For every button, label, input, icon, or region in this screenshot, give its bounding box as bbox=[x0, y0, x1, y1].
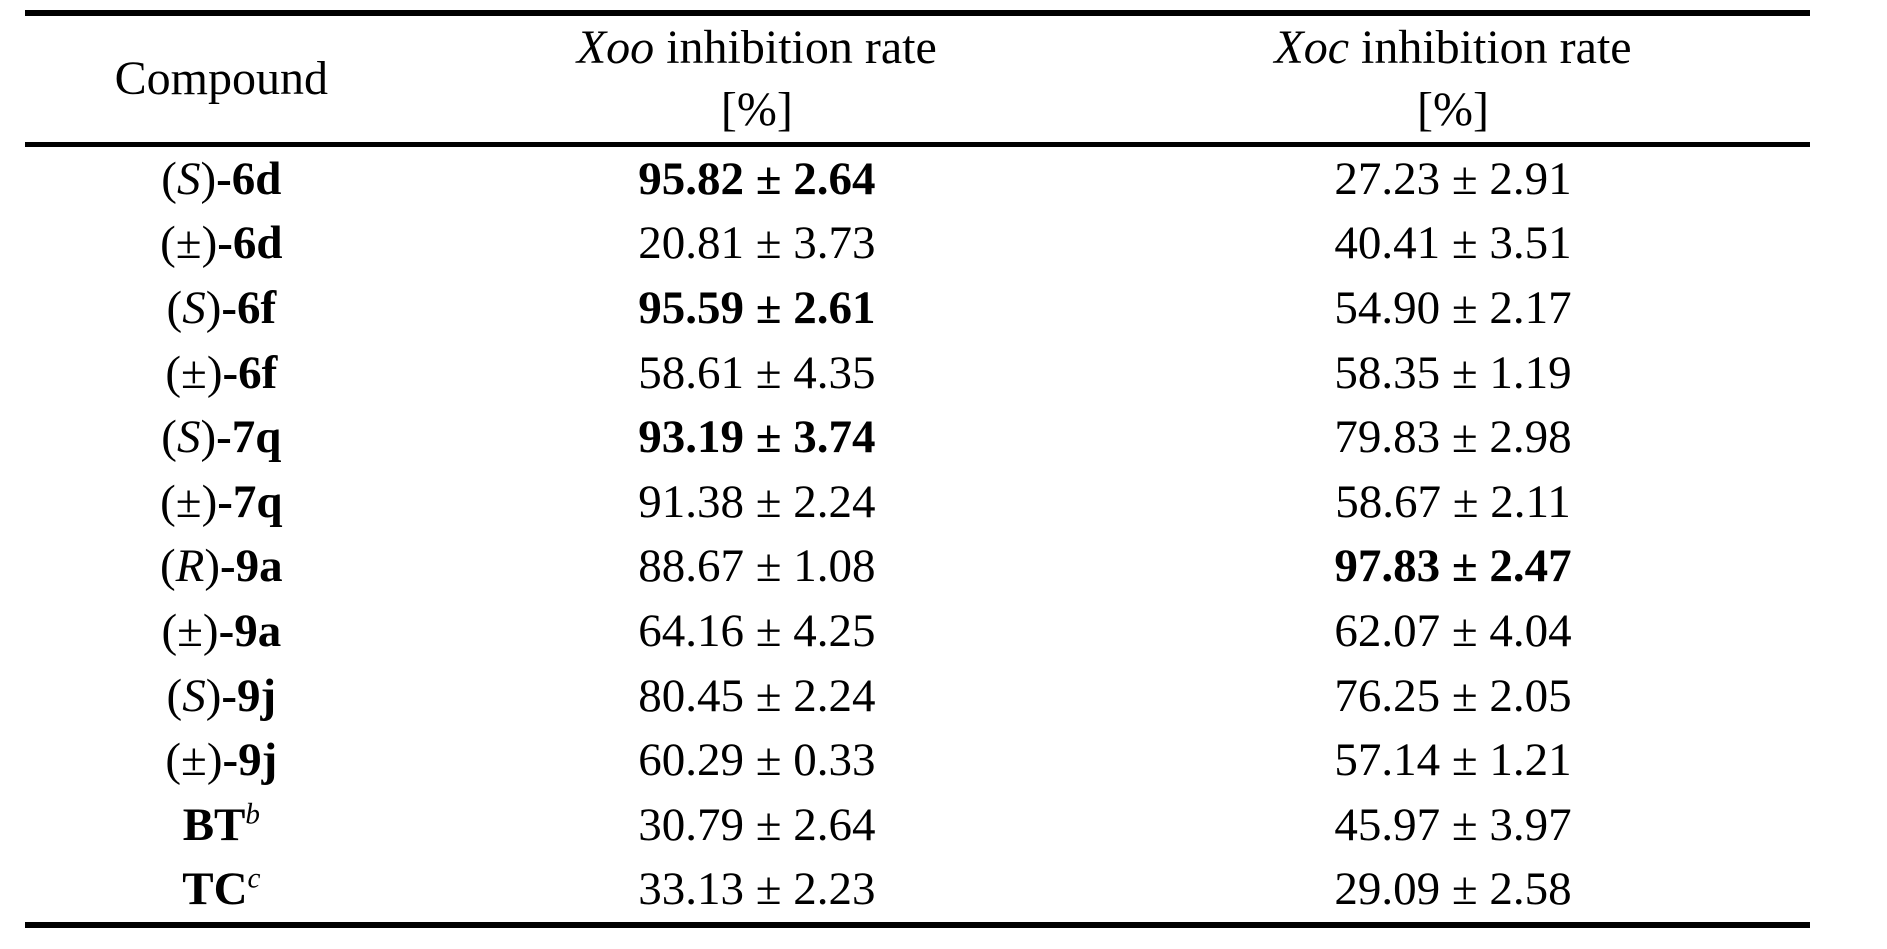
xoc-value-cell: 27.23 ± 2.91 bbox=[1334, 152, 1572, 205]
compound-segment: -7q bbox=[217, 475, 283, 528]
compound-cell: (S)-6f bbox=[25, 276, 418, 341]
xoo-value-cell: 64.16 ± 4.25 bbox=[638, 604, 876, 657]
xoc-value-cell: 45.97 ± 3.97 bbox=[1334, 798, 1572, 851]
xoo-organism-label: Xoo bbox=[576, 21, 655, 74]
compound-segment: c bbox=[247, 862, 261, 895]
header-row: Compound Xoo inhibition rate [%] Xoc inh… bbox=[25, 13, 1810, 147]
compound-cell: (S)-6d bbox=[25, 145, 418, 212]
compound-segment: ) bbox=[200, 152, 217, 205]
xoc-value-cell: 79.83 ± 2.98 bbox=[1334, 411, 1572, 464]
compound-segment: -7q bbox=[216, 411, 282, 464]
compound-segment: -9j bbox=[222, 734, 278, 787]
compound-cell: (S)-7q bbox=[25, 405, 418, 470]
header-compound-label: Compound bbox=[114, 52, 329, 105]
xoo-value-cell: 93.19 ± 3.74 bbox=[638, 411, 876, 464]
xoc-value-cell: 97.83 ± 2.47 bbox=[1334, 540, 1572, 593]
xoc-organism-label: Xoc bbox=[1274, 21, 1349, 74]
inhibition-rate-table: Compound Xoo inhibition rate [%] Xoc inh… bbox=[25, 10, 1810, 929]
table-row: (±)-6f 58.61 ± 4.35 58.35 ± 1.19 bbox=[25, 341, 1810, 406]
compound-segment: TC bbox=[182, 863, 248, 916]
compound-cell: (±)-6f bbox=[25, 341, 418, 406]
xoo-value-cell: 95.82 ± 2.64 bbox=[638, 152, 876, 205]
table-row: (±)-9a 64.16 ± 4.25 62.07 ± 4.04 bbox=[25, 599, 1810, 664]
header-xoc-rest: inhibition rate bbox=[1349, 21, 1632, 74]
header-xoo-rest: inhibition rate bbox=[654, 21, 937, 74]
compound-segment: -6d bbox=[216, 152, 282, 205]
compound-segment: -9j bbox=[221, 669, 277, 722]
xoo-value-cell: 33.13 ± 2.23 bbox=[638, 863, 876, 916]
xoc-value-cell: 62.07 ± 4.04 bbox=[1334, 604, 1572, 657]
compound-segment: (±) bbox=[160, 475, 218, 528]
header-xoo-unit: [%] bbox=[720, 83, 793, 136]
compound-cell: (±)-9a bbox=[25, 599, 418, 664]
header-xoc-line1: Xoc inhibition rate bbox=[1096, 17, 1810, 79]
xoo-value-cell: 30.79 ± 2.64 bbox=[638, 798, 876, 851]
compound-segment: ( bbox=[160, 540, 176, 593]
compound-segment: (±) bbox=[165, 346, 223, 399]
compound-segment: ( bbox=[161, 411, 177, 464]
compound-segment: (±) bbox=[161, 604, 219, 657]
compound-segment: ( bbox=[166, 669, 183, 722]
table-row: (±)-6d 20.81 ± 3.73 40.41 ± 3.51 bbox=[25, 212, 1810, 277]
compound-segment: ) bbox=[205, 281, 222, 334]
compound-segment: -6f bbox=[221, 281, 277, 334]
compound-segment: S bbox=[176, 411, 201, 464]
compound-segment: -9a bbox=[220, 540, 283, 593]
compound-cell: (±)-7q bbox=[25, 470, 418, 535]
compound-cell: TCc bbox=[25, 858, 418, 926]
paper-table-container: Compound Xoo inhibition rate [%] Xoc inh… bbox=[25, 10, 1810, 929]
table-row: (R)-9a 88.67 ± 1.08 97.83 ± 2.47 bbox=[25, 535, 1810, 600]
xoc-value-cell: 57.14 ± 1.21 bbox=[1334, 734, 1572, 787]
xoc-value-cell: 58.35 ± 1.19 bbox=[1334, 346, 1572, 399]
header-compound: Compound bbox=[25, 13, 418, 147]
compound-segment: R bbox=[175, 540, 205, 593]
xoo-value-cell: 60.29 ± 0.33 bbox=[638, 734, 876, 787]
table-row: TCc 33.13 ± 2.23 29.09 ± 2.58 bbox=[25, 858, 1810, 926]
table-row: (S)-9j 80.45 ± 2.24 76.25 ± 2.05 bbox=[25, 664, 1810, 729]
xoc-value-cell: 58.67 ± 2.11 bbox=[1335, 475, 1571, 528]
xoo-value-cell: 58.61 ± 4.35 bbox=[638, 346, 876, 399]
compound-segment: (±) bbox=[165, 734, 223, 787]
compound-segment: -6f bbox=[222, 346, 278, 399]
header-xoo-line1: Xoo inhibition rate bbox=[418, 17, 1096, 79]
compound-segment: ) bbox=[205, 669, 222, 722]
compound-segment: b bbox=[245, 798, 260, 831]
table-row: (S)-6f 95.59 ± 2.61 54.90 ± 2.17 bbox=[25, 276, 1810, 341]
compound-segment: ) bbox=[204, 540, 221, 593]
xoc-value-cell: 76.25 ± 2.05 bbox=[1334, 669, 1572, 722]
xoo-value-cell: 95.59 ± 2.61 bbox=[638, 281, 876, 334]
xoc-value-cell: 54.90 ± 2.17 bbox=[1334, 281, 1572, 334]
header-xoo: Xoo inhibition rate [%] bbox=[417, 13, 1096, 147]
table-row: (±)-7q 91.38 ± 2.24 58.67 ± 2.11 bbox=[25, 470, 1810, 535]
compound-cell: BTb bbox=[25, 793, 418, 858]
compound-segment: -6d bbox=[217, 217, 283, 270]
xoo-value-cell: 91.38 ± 2.24 bbox=[638, 475, 876, 528]
compound-segment: BT bbox=[182, 798, 246, 851]
compound-segment: ( bbox=[166, 281, 183, 334]
compound-cell: (±)-9j bbox=[25, 728, 418, 793]
table-body: (S)-6d 95.82 ± 2.64 27.23 ± 2.91 (±)-6d 20.8… bbox=[25, 145, 1810, 926]
header-xoc: Xoc inhibition rate [%] bbox=[1095, 13, 1810, 147]
compound-segment: ) bbox=[200, 411, 217, 464]
compound-segment: S bbox=[182, 281, 206, 334]
xoo-value-cell: 20.81 ± 3.73 bbox=[638, 217, 876, 270]
compound-segment: ( bbox=[161, 152, 177, 205]
table-header: Compound Xoo inhibition rate [%] Xoc inh… bbox=[25, 13, 1810, 147]
compound-segment: S bbox=[182, 669, 206, 722]
table-row: (S)-6d 95.82 ± 2.64 27.23 ± 2.91 bbox=[25, 145, 1810, 212]
table-row: BTb 30.79 ± 2.64 45.97 ± 3.97 bbox=[25, 793, 1810, 858]
table-row: (±)-9j 60.29 ± 0.33 57.14 ± 1.21 bbox=[25, 728, 1810, 793]
xoo-value-cell: 80.45 ± 2.24 bbox=[638, 669, 876, 722]
compound-segment: S bbox=[176, 152, 201, 205]
xoc-value-cell: 29.09 ± 2.58 bbox=[1334, 863, 1572, 916]
compound-segment: (±) bbox=[160, 217, 218, 270]
xoo-value-cell: 88.67 ± 1.08 bbox=[638, 540, 876, 593]
header-xoc-unit: [%] bbox=[1417, 83, 1489, 136]
compound-cell: (±)-6d bbox=[25, 212, 418, 277]
compound-cell: (S)-9j bbox=[25, 664, 418, 729]
compound-segment: -9a bbox=[218, 604, 282, 657]
table-row: (S)-7q 93.19 ± 3.74 79.83 ± 2.98 bbox=[25, 405, 1810, 470]
compound-cell: (R)-9a bbox=[25, 535, 418, 600]
xoc-value-cell: 40.41 ± 3.51 bbox=[1334, 217, 1572, 270]
